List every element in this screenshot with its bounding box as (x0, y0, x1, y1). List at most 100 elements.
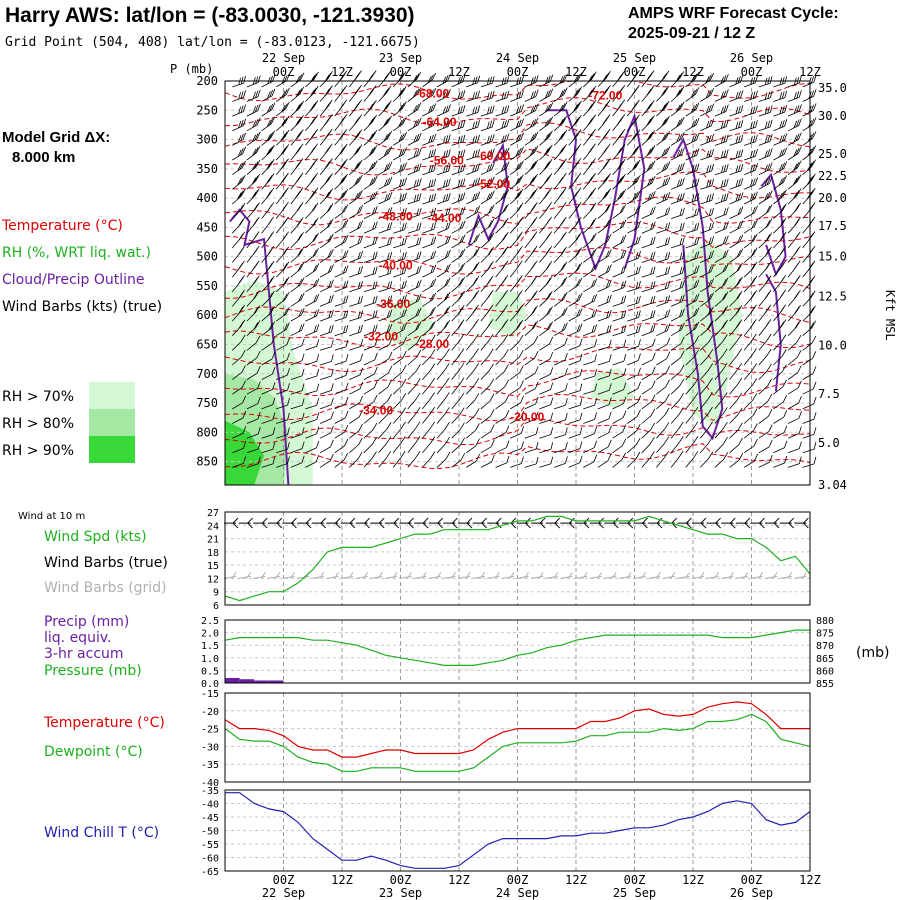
wind-barb (480, 363, 494, 380)
wind-barb (378, 222, 393, 234)
wind-barb (743, 378, 758, 395)
wind-barb (670, 308, 685, 322)
wind-barb (553, 231, 567, 249)
wind-barb (378, 337, 393, 351)
wind-barb (802, 335, 817, 351)
wind-barb (261, 456, 276, 468)
wind-barb (773, 217, 787, 234)
height-tick: 22.5 (818, 169, 847, 183)
wind-barb (275, 246, 290, 263)
wind-barb (539, 397, 554, 410)
true-wind-barb (399, 517, 414, 529)
wind-barb (729, 437, 743, 454)
bottom-date-label: 25 Sep (613, 886, 656, 900)
wind-barb (597, 354, 612, 366)
wind-barb (685, 392, 699, 410)
wind-barb (773, 379, 787, 395)
wind-barb (626, 190, 641, 205)
wind-barb (276, 383, 290, 395)
wind-barb (524, 335, 539, 351)
wind-barb (495, 379, 510, 395)
wind-barb (261, 336, 276, 351)
wind-barb (363, 338, 378, 351)
legend-temperature: Temperature (°C) (1, 218, 123, 234)
wind-barb (231, 231, 246, 249)
wind-barb (495, 304, 509, 322)
wind-barb (363, 266, 378, 278)
wind-barb (393, 192, 407, 205)
wind-barb (392, 336, 407, 351)
wind-barb (714, 73, 729, 88)
wind-barb (480, 176, 495, 190)
wind-barb (583, 354, 597, 366)
wind-barb (656, 237, 671, 249)
wind-barb (568, 455, 583, 468)
wind-barb (627, 367, 641, 380)
wind-barb (714, 134, 729, 146)
wind-barb (495, 203, 509, 219)
wind-barb (378, 309, 393, 322)
wind-barb (597, 70, 611, 88)
wind-barb (773, 349, 787, 366)
wind-barb (466, 105, 480, 117)
wind-barb (451, 149, 466, 161)
true-wind-barb (282, 517, 297, 529)
wind-barb (480, 246, 494, 263)
wind-barb (553, 352, 568, 366)
wind-barb (583, 71, 597, 88)
wind-barb (495, 455, 510, 468)
grid-wind-barb (384, 572, 398, 579)
wind-barb (451, 362, 465, 380)
wind-barb (743, 304, 757, 322)
grid-wind-barb (618, 572, 632, 579)
wind-barb (685, 321, 700, 337)
wind-barb (334, 189, 349, 205)
wind-barb (670, 86, 685, 102)
wind-barb (758, 304, 772, 322)
wind-barb (758, 439, 773, 454)
wind-barb (758, 363, 772, 380)
forecast-cycle-value: 2025-09-21 / 12 Z (628, 25, 755, 42)
wind-barb (641, 422, 656, 439)
true-wind-barb (355, 517, 370, 529)
wind-barb (627, 280, 641, 293)
wind-barb (539, 88, 554, 102)
wind-barb (597, 158, 611, 175)
wind-barb (495, 217, 509, 234)
wind-barb (714, 221, 729, 234)
wind-barb (729, 220, 744, 234)
wind-barb (568, 427, 583, 439)
true-wind-barb (384, 517, 400, 529)
wind-barb (802, 427, 817, 439)
wind-barb (641, 380, 656, 395)
wind-barb (290, 427, 305, 439)
wind-barb (319, 233, 334, 249)
wind-barb (758, 90, 773, 102)
wind-barb (509, 188, 524, 205)
panel-background (225, 790, 810, 871)
wind-barb (553, 201, 567, 219)
wind-barb (290, 262, 305, 278)
wind-barb (480, 148, 495, 161)
isotherm-label: -36.00 (376, 297, 410, 311)
height-tick: 30.0 (818, 109, 847, 123)
wind-barb (524, 411, 539, 424)
wind-barb (407, 163, 422, 176)
wind-barb (773, 275, 786, 293)
wind-barb (466, 290, 480, 307)
wind-barb (627, 381, 641, 395)
wind-barb (451, 248, 466, 263)
wind-barb (729, 178, 744, 190)
wind-barb (422, 421, 436, 439)
legend-wind-barbs-grid: Wind Barbs (grid) (44, 580, 167, 596)
pressure-value-tick: 875 (816, 629, 834, 640)
wind-barb (349, 129, 363, 146)
wind-barb (626, 129, 641, 146)
wind-barb (626, 174, 641, 190)
dewpoint-line (224, 713, 811, 772)
grid-wind-barb (677, 572, 690, 579)
wind-barb (524, 173, 538, 190)
wind-barb (290, 323, 305, 337)
pressure-line (224, 629, 810, 666)
wind-barb (305, 187, 319, 205)
